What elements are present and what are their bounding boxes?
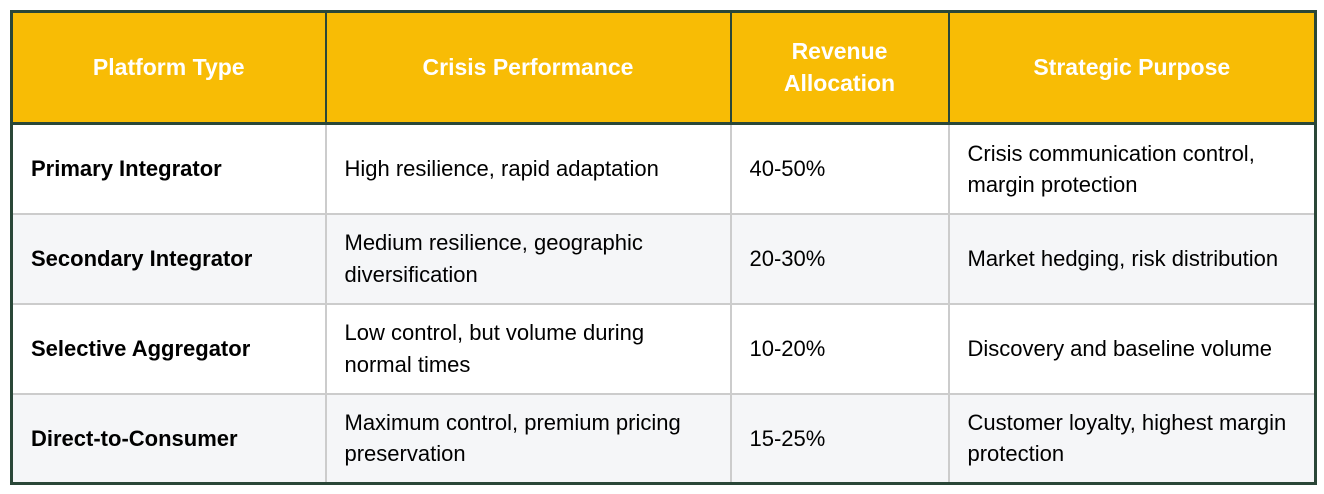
cell-strategic-purpose: Crisis communication control, margin pro… (947, 122, 1317, 215)
column-header-platform-type: Platform Type (10, 10, 327, 125)
column-header-crisis-performance: Crisis Performance (324, 10, 732, 125)
cell-platform-type: Direct-to-Consumer (10, 392, 327, 485)
cell-strategic-purpose: Customer loyalty, highest margin protect… (947, 392, 1317, 485)
cell-crisis-performance: Low control, but volume during normal ti… (324, 302, 732, 395)
cell-platform-type: Selective Aggregator (10, 302, 327, 395)
cell-revenue-allocation: 10-20% (729, 302, 950, 395)
cell-crisis-performance: High resilience, rapid adaptation (324, 122, 732, 215)
platform-strategy-table: Platform Type Crisis Performance Revenue… (10, 10, 1317, 485)
cell-revenue-allocation: 40-50% (729, 122, 950, 215)
cell-revenue-allocation: 15-25% (729, 392, 950, 485)
table-body: Primary Integrator High resilience, rapi… (10, 122, 1317, 485)
table-row: Selective Aggregator Low control, but vo… (10, 302, 1317, 395)
table-row: Secondary Integrator Medium resilience, … (10, 212, 1317, 305)
cell-platform-type: Primary Integrator (10, 122, 327, 215)
cell-platform-type: Secondary Integrator (10, 212, 327, 305)
cell-revenue-allocation: 20-30% (729, 212, 950, 305)
table-header: Platform Type Crisis Performance Revenue… (10, 10, 1317, 125)
column-header-revenue-allocation: Revenue Allocation (729, 10, 950, 125)
cell-crisis-performance: Medium resilience, geographic diversific… (324, 212, 732, 305)
column-header-strategic-purpose: Strategic Purpose (947, 10, 1317, 125)
table-row: Primary Integrator High resilience, rapi… (10, 122, 1317, 215)
cell-strategic-purpose: Discovery and baseline volume (947, 302, 1317, 395)
table-row: Direct-to-Consumer Maximum control, prem… (10, 392, 1317, 485)
cell-strategic-purpose: Market hedging, risk distribution (947, 212, 1317, 305)
header-row: Platform Type Crisis Performance Revenue… (10, 10, 1317, 125)
cell-crisis-performance: Maximum control, premium pricing preserv… (324, 392, 732, 485)
